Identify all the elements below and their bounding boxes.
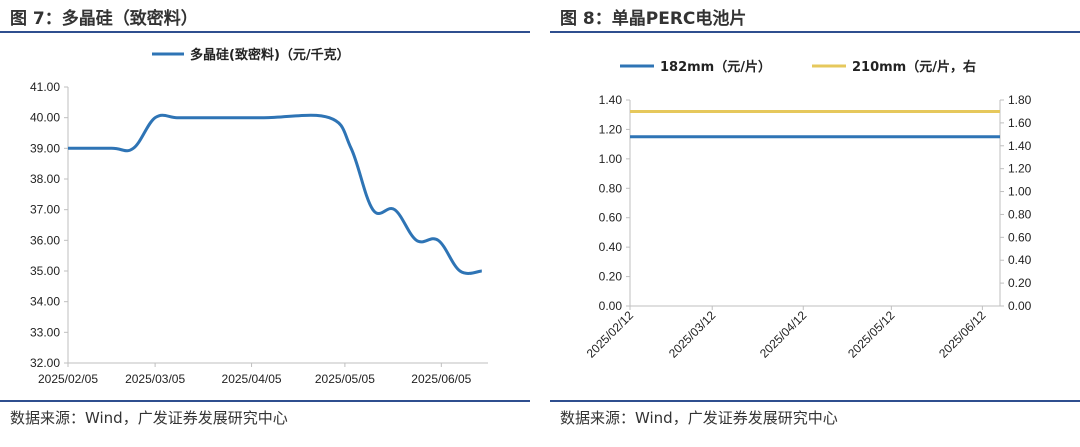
right-y-tick-label: 1.80 — [1008, 93, 1032, 107]
right-y-tick-label: 1.20 — [1008, 162, 1032, 176]
left-y-tick-label: 0.20 — [599, 270, 623, 284]
left-y-tick-label: 0.00 — [599, 299, 623, 313]
right-y-tick-label: 1.00 — [1008, 185, 1032, 199]
x-tick-label: 2025/05/05 — [315, 372, 375, 386]
right-y-tick-label: 0.80 — [1008, 207, 1032, 221]
right-y-tick-label: 0.00 — [1008, 299, 1032, 313]
right-y-tick-label: 1.40 — [1008, 139, 1032, 153]
axes: 32.00 33.00 34.00 35.00 36.00 37.00 38.00 39.00… — [30, 80, 488, 386]
y-tick-label: 33.00 — [30, 325, 60, 339]
figure-8-panel: 图 8：单晶PERC电池片 182mm（元/片） 210mm（元/片，右 0.00… — [550, 0, 1080, 447]
legend-label: 多晶硅(致密料)（元/千克） — [190, 47, 350, 63]
legend-label-182: 182mm（元/片） — [660, 59, 771, 75]
series-group — [630, 109, 1000, 139]
x-tick-label: 2025/02/05 — [38, 372, 98, 386]
series-group — [67, 113, 482, 275]
axes: 0.00 0.20 0.40 0.60 0.80 1.00 1.20 1.40 0.00 0.20… — [584, 93, 1032, 361]
right-y-tick-label: 0.40 — [1008, 253, 1032, 267]
source-rule — [0, 400, 530, 402]
y-tick-label: 38.00 — [30, 172, 60, 186]
x-tick-label: 2025/04/05 — [222, 372, 282, 386]
title-rule — [550, 31, 1080, 33]
perc-cell-line-chart: 182mm（元/片） 210mm（元/片，右 0.000.200.400.600.… — [584, 59, 1032, 361]
left-y-tick-label: 0.60 — [599, 211, 623, 225]
title-rule — [0, 31, 530, 33]
y-tick-label: 35.00 — [30, 264, 60, 278]
x-tick-label: 2025/05/12 — [845, 308, 898, 361]
y-tick-label: 41.00 — [30, 80, 60, 94]
x-tick-label: 2025/02/12 — [584, 308, 637, 361]
left-y-tick-label: 0.80 — [599, 181, 623, 195]
y-tick-label: 37.00 — [30, 203, 60, 217]
right-y-tick-label: 1.60 — [1008, 116, 1032, 130]
figure-title: 图 7：多晶硅（致密料） — [10, 9, 198, 29]
source-rule — [550, 400, 1080, 402]
y-tick-label: 36.00 — [30, 233, 60, 247]
figure-title: 图 8：单晶PERC电池片 — [560, 9, 747, 29]
x-tick-label: 2025/06/12 — [936, 308, 989, 361]
source-note: 数据来源：Wind，广发证券发展研究中心 — [10, 409, 288, 427]
left-y-tick-label: 1.00 — [599, 152, 623, 166]
right-y-tick-label: 0.20 — [1008, 276, 1032, 290]
legend-label-210: 210mm（元/片，右 — [852, 59, 976, 75]
polysilicon-line-chart: 多晶硅(致密料)（元/千克） 32.00 33.00 34.00 35.00 36.00… — [30, 47, 488, 386]
x-tick-label: 2025/03/05 — [125, 372, 185, 386]
y-tick-label: 34.00 — [30, 295, 60, 309]
y-tick-label: 40.00 — [30, 111, 60, 125]
left-y-tick-label: 1.20 — [599, 122, 623, 136]
legend: 多晶硅(致密料)（元/千克） — [152, 47, 350, 63]
left-y-tick-label: 0.40 — [599, 240, 623, 254]
x-tick-label: 2025/06/05 — [411, 372, 471, 386]
source-note: 数据来源：Wind，广发证券发展研究中心 — [560, 409, 838, 427]
y-tick-label: 39.00 — [30, 141, 60, 155]
figure-7-panel: 图 7：多晶硅（致密料） 多晶硅(致密料)（元/千克） 32.00 33.00 34… — [0, 0, 530, 447]
polysilicon-price-line — [67, 113, 482, 275]
y-tick-label: 32.00 — [30, 356, 60, 370]
legend: 182mm（元/片） 210mm（元/片，右 — [620, 59, 976, 75]
right-y-tick-label: 0.60 — [1008, 230, 1032, 244]
x-tick-label: 2025/04/12 — [757, 308, 810, 361]
x-tick-label: 2025/03/12 — [666, 308, 719, 361]
left-y-tick-label: 1.40 — [599, 93, 623, 107]
